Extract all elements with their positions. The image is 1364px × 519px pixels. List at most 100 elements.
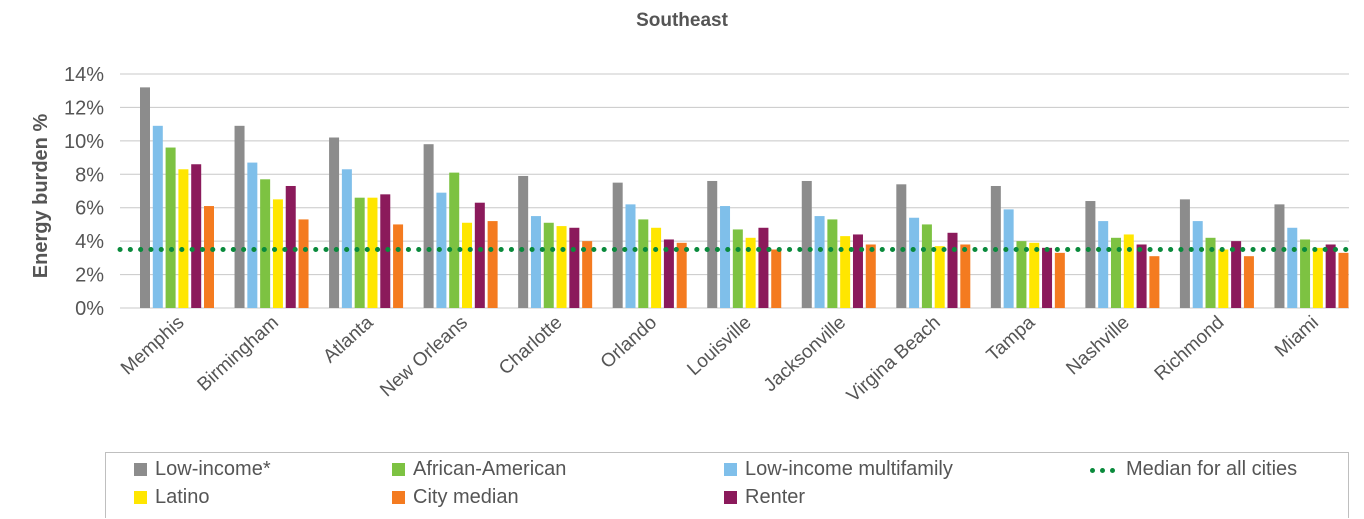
- bar: [543, 222, 554, 308]
- bar: [909, 217, 920, 308]
- category-label: Tampa: [983, 312, 1040, 366]
- category-label: Miami: [1271, 312, 1323, 362]
- bar: [1325, 244, 1336, 308]
- y-tick-label: 8%: [75, 164, 104, 186]
- chart: Southeast Energy burden % 0% 2% 4% 6% 8% 10% 1…: [30, 10, 1352, 407]
- y-tick-label: 2%: [75, 265, 104, 287]
- y-tick-label: 6%: [75, 198, 104, 220]
- legend-swatch-renter: [724, 490, 737, 504]
- bar: [487, 221, 498, 308]
- y-axis-label: Energy burden %: [30, 114, 52, 279]
- bar: [1218, 249, 1229, 308]
- bar: [1042, 247, 1053, 308]
- bar: [1016, 241, 1027, 308]
- bar: [625, 204, 636, 308]
- bar: [341, 169, 352, 308]
- legend-label: African-American: [413, 457, 567, 480]
- category-label: Nashville: [1062, 312, 1133, 379]
- bar: [852, 234, 863, 308]
- category-label: Atlanta: [319, 312, 377, 367]
- bar: [1029, 242, 1040, 308]
- bar: [1179, 199, 1190, 308]
- bar: [720, 206, 731, 308]
- bar: [1098, 221, 1109, 308]
- bar: [732, 229, 743, 308]
- legend-label: Renter: [745, 485, 806, 508]
- bar: [865, 244, 876, 308]
- legend-label: Low-income*: [155, 457, 271, 480]
- legend-item-low-income-multifamily: Low-income multifamily: [724, 457, 953, 481]
- legend-label: Median for all cities: [1126, 457, 1298, 480]
- bar: [1110, 237, 1121, 308]
- bar: [1003, 209, 1014, 308]
- legend-swatch-city-median: [392, 490, 405, 504]
- bar: [462, 222, 473, 308]
- category-label: Orlando: [597, 312, 661, 373]
- y-tick-labels: 0% 2% 4% 6% 8% 10% 12% 14%: [64, 64, 104, 320]
- bar: [247, 162, 258, 308]
- bar: [298, 219, 309, 308]
- bar: [1123, 234, 1134, 308]
- legend-item-african-american: African-American: [392, 457, 566, 481]
- bar: [947, 232, 958, 308]
- y-tick-label: 4%: [75, 231, 104, 253]
- bar: [1287, 227, 1298, 308]
- bars: [140, 87, 1349, 308]
- bar: [1243, 256, 1254, 308]
- bar: [1274, 204, 1285, 308]
- bar: [1149, 256, 1160, 308]
- y-tick-label: 12%: [64, 97, 104, 119]
- bar: [165, 147, 176, 308]
- bar: [569, 227, 580, 308]
- bar: [921, 224, 932, 308]
- legend-item-city-median: City median: [392, 485, 519, 509]
- legend: Low-income* African-American Low-income …: [105, 452, 1349, 518]
- bar: [140, 87, 150, 308]
- category-label: New Orleans: [376, 312, 472, 401]
- y-tick-label: 10%: [64, 131, 104, 153]
- legend-item-latino: Latino: [134, 485, 210, 509]
- bar: [612, 182, 623, 308]
- bar: [423, 144, 434, 308]
- bar: [827, 219, 838, 308]
- bar: [840, 236, 851, 308]
- bar: [285, 185, 296, 308]
- bar: [367, 197, 378, 308]
- bar: [329, 137, 340, 308]
- legend-swatch-latino: [134, 490, 147, 504]
- dotted-line-icon: [1090, 463, 1118, 476]
- bar: [380, 194, 391, 308]
- y-tick-label: 0%: [75, 298, 104, 320]
- legend-swatch-low-income-multifamily: [724, 462, 737, 476]
- bar: [582, 241, 593, 308]
- bar: [1205, 237, 1216, 308]
- bar: [934, 246, 945, 308]
- bar: [518, 175, 529, 308]
- legend-label: Latino: [155, 485, 210, 508]
- bar: [260, 179, 271, 308]
- bar: [745, 237, 756, 308]
- bar: [556, 226, 567, 308]
- bar: [663, 239, 674, 308]
- bar: [474, 202, 485, 308]
- bar: [1085, 201, 1096, 308]
- category-label: Jacksonville: [760, 312, 850, 396]
- bar: [1054, 252, 1065, 308]
- bar: [1231, 241, 1242, 308]
- y-tick-label: 14%: [64, 64, 104, 86]
- category-label: Charlotte: [495, 312, 566, 379]
- bar: [393, 224, 404, 308]
- bar: [1312, 247, 1323, 308]
- bar: [814, 216, 825, 308]
- bar: [960, 244, 971, 308]
- bar: [178, 169, 189, 308]
- bar: [272, 199, 283, 308]
- legend-item-low-income: Low-income*: [134, 457, 271, 481]
- category-label: Memphis: [117, 312, 188, 379]
- legend-label: Low-income multifamily: [745, 457, 953, 480]
- bar: [707, 180, 718, 308]
- bar: [638, 219, 649, 308]
- bar: [1136, 244, 1147, 308]
- category-label: Richmond: [1151, 312, 1229, 385]
